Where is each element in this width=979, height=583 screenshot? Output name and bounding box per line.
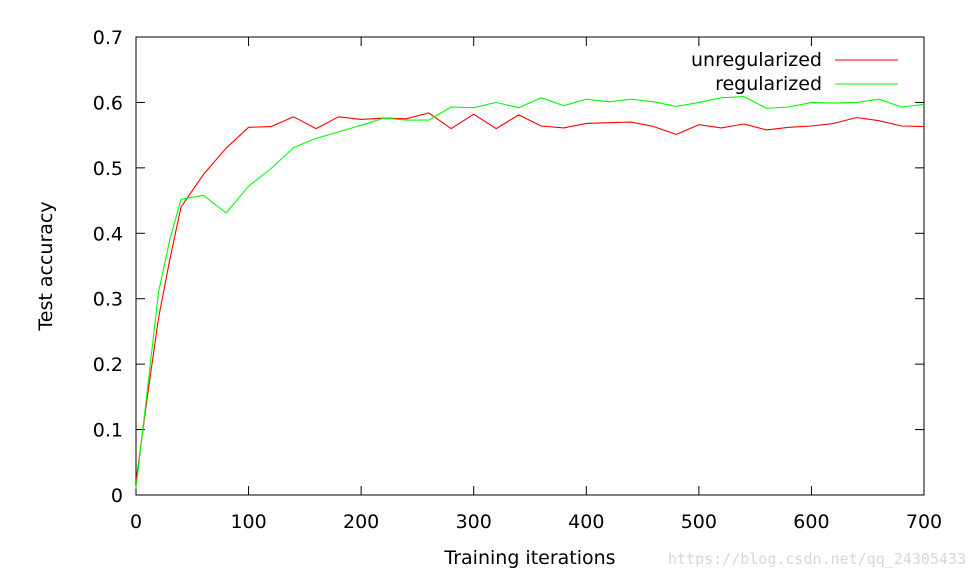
series-lines (135, 95, 925, 489)
x-tick-label: 500 (681, 511, 717, 533)
y-tick-label: 0.2 (93, 354, 123, 376)
x-tick-label: 400 (568, 511, 604, 533)
x-axis: 0 100 200 300 400 500 600 700 (130, 37, 942, 533)
y-tick-label: 0.6 (93, 92, 123, 114)
y-axis: 0 0.1 0.2 0.3 0.4 0.5 0.6 0.7 (93, 27, 924, 507)
watermark: https://blog.csdn.net/qq_24305433 (668, 550, 966, 568)
y-tick-label: 0.7 (93, 27, 123, 49)
x-tick-label: 300 (456, 511, 492, 533)
y-tick-label: 0.1 (93, 420, 123, 442)
plot-frame (135, 36, 925, 496)
x-axis-title: Training iterations (443, 547, 615, 569)
y-tick-label: 0.4 (93, 223, 123, 245)
series-line-regularized (135, 95, 925, 489)
x-tick-label: 700 (906, 511, 942, 533)
series-line-unregularized (135, 112, 925, 482)
x-tick-label: 200 (343, 511, 379, 533)
legend-label: unregularized (691, 49, 822, 71)
y-tick-label: 0 (111, 485, 123, 507)
y-axis-title: Test accuracy (35, 201, 57, 331)
x-tick-label: 600 (793, 511, 829, 533)
x-tick-label: 100 (230, 511, 266, 533)
legend-label: regularized (715, 73, 822, 95)
y-tick-label: 0.5 (93, 158, 123, 180)
y-tick-label: 0.3 (93, 289, 123, 311)
x-tick-label: 0 (130, 511, 142, 533)
